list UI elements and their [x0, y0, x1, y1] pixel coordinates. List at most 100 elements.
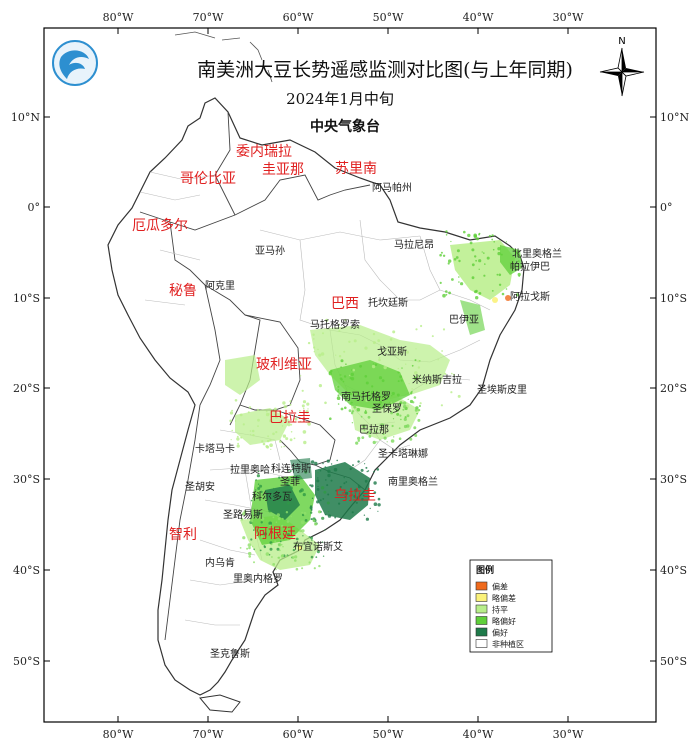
region-label: 阿马帕州: [372, 181, 412, 194]
region-label: 马托格罗索: [310, 318, 360, 331]
region-label: 阿拉戈斯: [510, 290, 550, 303]
country-label: 阿根廷: [254, 526, 296, 542]
right-lat-tick: 40°S: [660, 564, 687, 577]
region-label: 南里奥格兰: [388, 475, 438, 488]
right-lat-tick: 30°S: [660, 473, 687, 486]
top-lon-tick: 50°W: [373, 11, 404, 24]
legend-title: 图例: [476, 564, 494, 576]
legend-swatch: [475, 593, 488, 602]
cma-logo: [52, 40, 98, 86]
country-label: 玻利维亚: [256, 357, 312, 373]
region-label: 科连特斯: [271, 462, 311, 475]
region-label: 马拉尼昂: [394, 238, 434, 251]
north-arrow: N: [599, 36, 645, 97]
country-label: 巴西: [331, 296, 359, 312]
legend-label: 偏差: [492, 582, 508, 592]
region-label: 阿克里: [205, 280, 235, 292]
region-label: 圣卡塔琳娜: [378, 447, 428, 460]
region-label: 帕拉伊巴: [510, 260, 550, 273]
region-label: 布宜诺斯艾: [293, 540, 343, 553]
patch-worse: [505, 295, 511, 301]
condition-speckles: [229, 230, 521, 571]
right-lat-tick: 50°S: [660, 655, 687, 668]
country-label: 乌拉圭: [334, 488, 376, 504]
top-lon-tick: 80°W: [103, 11, 134, 24]
top-lon-tick: 40°W: [463, 11, 494, 24]
region-label: 圣菲: [280, 476, 300, 488]
legend-swatch: [475, 639, 488, 648]
patch-slightly-better: [330, 360, 410, 410]
country-label: 厄瓜多尔: [132, 217, 188, 234]
patch-flat: [225, 355, 260, 395]
left-lat-tick: 10°S: [13, 292, 40, 305]
legend-label: 偏好: [492, 628, 508, 638]
right-lat-tick: 10°N: [660, 111, 689, 124]
left-lat-tick: 30°S: [13, 473, 40, 486]
legend-swatch: [475, 604, 488, 614]
bottom-lon-tick: 50°W: [373, 728, 404, 741]
patch-better: [290, 458, 312, 480]
legend-label: 略偏好: [492, 616, 516, 626]
region-label: 内乌肯: [205, 556, 235, 569]
left-lat-tick: 40°S: [13, 564, 40, 577]
country-label: 委内瑞拉: [236, 144, 292, 160]
region-label: 圣路易斯: [223, 508, 263, 521]
region-label: 亚马孙: [255, 244, 285, 257]
legend-swatch: [475, 616, 488, 625]
region-label: 圣胡安: [185, 480, 215, 493]
patch-better: [265, 485, 300, 520]
country-label: 智利: [169, 527, 197, 543]
region-label: 圣埃斯皮里: [477, 383, 527, 396]
top-lon-tick: 30°W: [553, 11, 584, 24]
legend-swatch: [475, 627, 488, 637]
legend-swatch: [475, 581, 488, 591]
region-label: 科尔多瓦: [252, 490, 292, 503]
region-label: 米纳斯吉拉: [412, 373, 462, 386]
map-title: 南美洲大豆长势遥感监测对比图(与上年同期): [197, 59, 573, 81]
region-label: 巴拉那: [359, 423, 389, 436]
region-label: 南马托格罗: [341, 390, 391, 403]
caribbean-islands: [174, 31, 273, 83]
legend-label: 略偏差: [492, 593, 516, 603]
patch-slightly-worse: [297, 545, 303, 551]
country-label: 圭亚那: [262, 162, 304, 178]
map-organization: 中央气象台: [310, 118, 380, 135]
left-lat-tick: 50°S: [13, 655, 40, 668]
region-label: 北里奥格兰: [512, 247, 562, 260]
country-label: 巴拉圭: [269, 410, 311, 426]
region-label: 巴伊亚: [449, 314, 479, 326]
country-label: 苏里南: [335, 161, 377, 177]
country-label: 哥伦比亚: [180, 171, 236, 187]
bottom-lon-tick: 40°W: [463, 728, 494, 741]
tierra-del-fuego: [199, 694, 241, 713]
region-label: 里奥内格罗: [233, 572, 283, 585]
region-label: 托坎廷斯: [368, 296, 408, 309]
left-lat-tick: 20°S: [13, 382, 40, 395]
patch-slightly-better: [460, 300, 485, 335]
region-label: 圣保罗: [372, 402, 402, 415]
legend-label: 非种植区: [492, 639, 524, 649]
region-label: 圣克鲁斯: [210, 647, 250, 660]
graticule-labels: 80°W 80°W 70°W 70°W 60°W 60°W 50°W 50°W 40°W 40°W…: [11, 11, 690, 741]
region-label: 卡塔马卡: [195, 442, 235, 455]
country-label: 秘鲁: [169, 283, 197, 299]
right-lat-tick: 20°S: [660, 382, 687, 395]
top-lon-tick: 70°W: [193, 11, 224, 24]
region-label: 拉里奥哈: [230, 463, 270, 476]
region-label: 戈亚斯: [377, 345, 407, 358]
right-lat-tick: 0°: [660, 201, 673, 214]
bottom-lon-tick: 70°W: [193, 728, 224, 741]
bottom-lon-tick: 30°W: [553, 728, 584, 741]
bottom-lon-tick: 60°W: [283, 728, 314, 741]
left-lat-tick: 10°N: [11, 111, 40, 124]
patch-slightly-worse: [492, 297, 498, 303]
right-lat-tick: 10°S: [660, 292, 687, 305]
map-subtitle: 2024年1月中旬: [286, 90, 394, 108]
north-label: N: [618, 36, 625, 47]
top-lon-tick: 60°W: [283, 11, 314, 24]
